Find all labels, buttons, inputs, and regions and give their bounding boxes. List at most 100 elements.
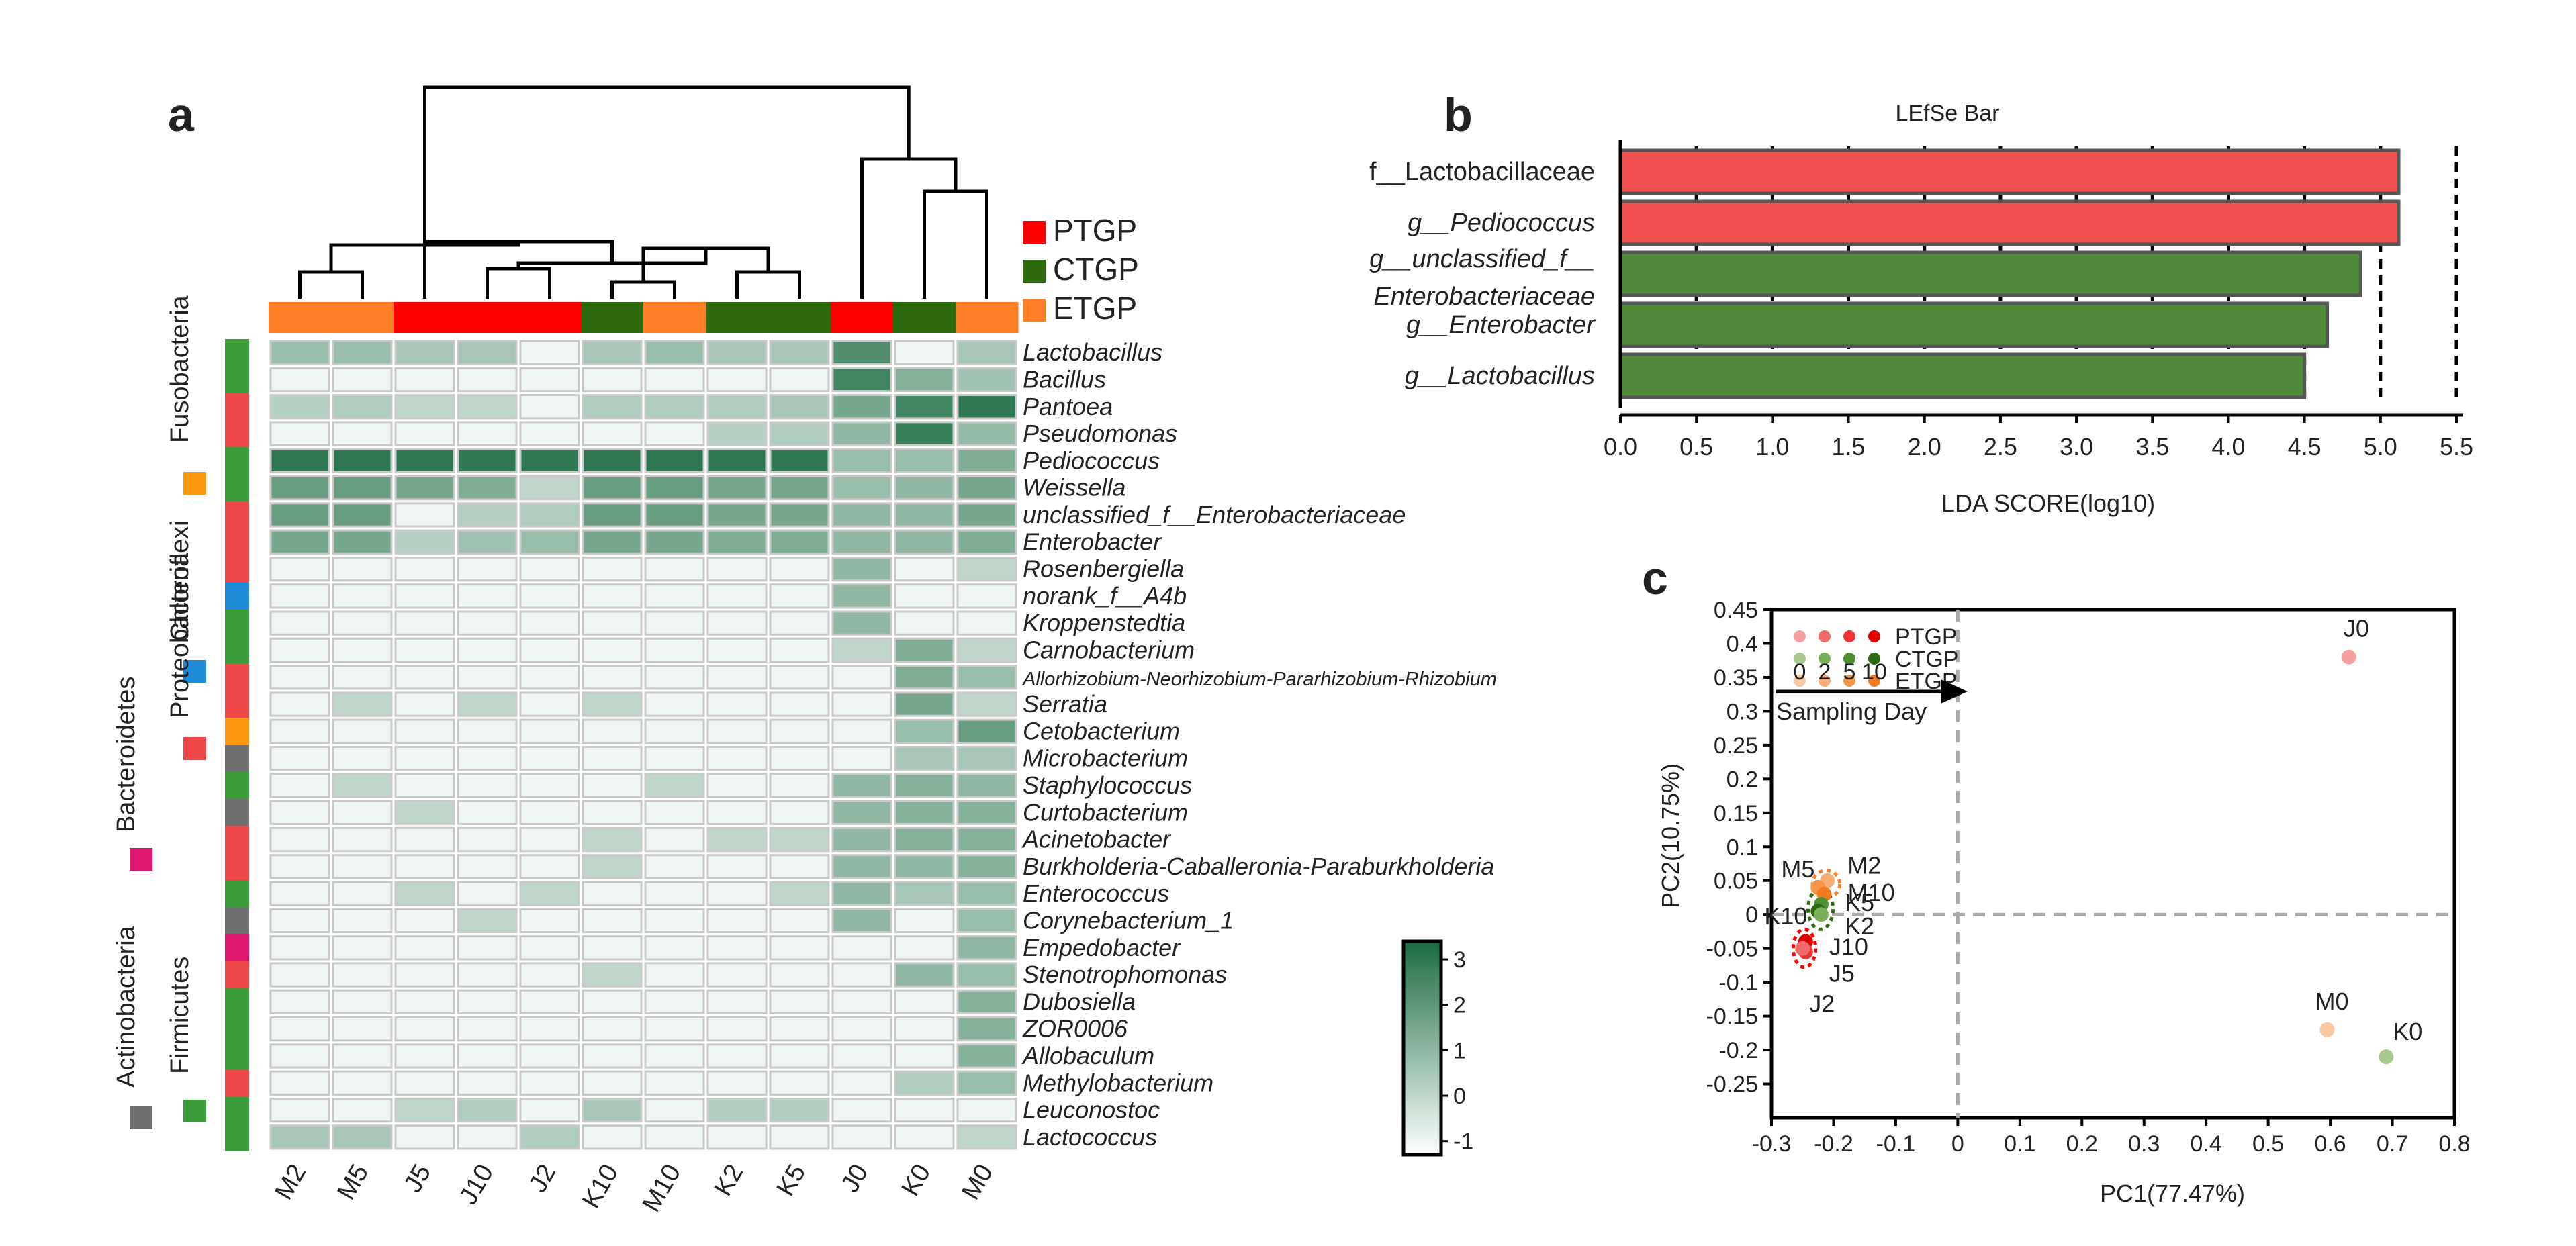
heatmap-cell-cetobacterium-k5 xyxy=(769,718,830,744)
pca-plot-frame xyxy=(1769,608,2456,1120)
heatmap-cell-pantoea-k10 xyxy=(582,394,643,420)
heatmap-cell-norank-f-a4b-k5 xyxy=(769,583,830,609)
heatmap-cell-carnobacterium-k5 xyxy=(769,637,830,663)
row-label-zor0006: ZOR0006 xyxy=(1022,1015,1128,1043)
pca-y-tick-label-14: -0.25 xyxy=(1706,1072,1759,1098)
group-cell-k5 xyxy=(768,302,831,333)
heatmap-cell-leuconostoc-j5 xyxy=(394,1097,455,1123)
lefse-x-tick-label-6: 3.0 xyxy=(2060,433,2093,461)
lefse-bar-g-lactobacillus xyxy=(1618,352,2307,399)
heatmap-cell-pantoea-j10 xyxy=(457,394,518,420)
row-label-methylobacterium: Methylobacterium xyxy=(1023,1069,1213,1096)
pca-x-tick-label-3: 0 xyxy=(1951,1131,1964,1157)
heatmap-cell-cetobacterium-j2 xyxy=(519,718,580,744)
heatmap-cell-pediococcus-m2 xyxy=(269,448,330,474)
heatmap-cell-allorhizobium-neorhizobium-pararhizobium-rhizobium-m2 xyxy=(269,665,330,690)
heatmap-cell-staphylococcus-k10 xyxy=(582,773,643,798)
phylum-cell-zor0006 xyxy=(225,1015,249,1043)
pca-legend-dot-etgp-3 xyxy=(1868,675,1880,687)
heatmap-cell-empedobacter-m0 xyxy=(956,935,1017,961)
heatmap-cell-rosenbergiella-m2 xyxy=(269,556,330,582)
phylum-cell-stenotrophomonas xyxy=(225,961,249,989)
panel-c-label: c xyxy=(1642,552,1668,604)
heatmap-cell-corynebacterium-1-k2 xyxy=(706,908,768,934)
pca-y-tick-label-2: 0.35 xyxy=(1714,665,1758,691)
pca-x-tick-label-10: 0.7 xyxy=(2377,1131,2408,1157)
pca-x-tick-label-5: 0.2 xyxy=(2066,1131,2098,1157)
heatmap-cell-methylobacterium-j10 xyxy=(457,1070,518,1096)
heatmap-cell-kroppenstedtia-m2 xyxy=(269,610,330,636)
phylum-legend-swatch-fusobacteria xyxy=(183,472,206,495)
heatmap-cell-enterococcus-j0 xyxy=(831,881,892,906)
heatmap-cell-burkholderia-caballeronia-paraburkholderia-m10 xyxy=(644,854,705,879)
heatmap-cell-enterobacter-k2 xyxy=(706,529,768,555)
heatmap-cell-leuconostoc-k2 xyxy=(706,1097,768,1123)
heatmap-cell-burkholderia-caballeronia-paraburkholderia-m0 xyxy=(956,854,1017,879)
pca-y-tick-label-9: 0 xyxy=(1745,902,1758,928)
pca-ellipse-ptgp xyxy=(1791,927,1818,969)
pca-x-tick-label-11: 0.8 xyxy=(2438,1131,2470,1157)
heatmap-cell-enterobacter-m10 xyxy=(644,529,705,555)
row-label-cetobacterium: Cetobacterium xyxy=(1023,717,1180,745)
heatmap-cell-cetobacterium-k10 xyxy=(582,718,643,744)
phylum-legend-label-fusobacteria: Fusobacteria xyxy=(166,295,194,443)
heatmap-cell-rosenbergiella-m5 xyxy=(332,556,393,582)
heatmap-cell-lactobacillus-k5 xyxy=(769,340,830,365)
heatmap-cell-microbacterium-m10 xyxy=(644,746,705,771)
heatmap-cell-stenotrophomonas-j2 xyxy=(519,962,580,988)
heatmap-cell-kroppenstedtia-m5 xyxy=(332,610,393,636)
pca-legend-arrow-head xyxy=(1941,679,1968,704)
heatmap-cell-pantoea-m10 xyxy=(644,394,705,420)
heatmap-cell-stenotrophomonas-j5 xyxy=(394,962,455,988)
heatmap-cell-pseudomonas-k5 xyxy=(769,421,830,446)
heatmap-cell-unclassified-f-enterobacteriaceae-m2 xyxy=(269,502,330,528)
row-label-kroppenstedtia: Kroppenstedtia xyxy=(1023,609,1185,636)
heatmap-cell-curtobacterium-j10 xyxy=(457,800,518,825)
pca-axes: -0.3 -0.2 -0.1 0 0.1 0.2 0.3 0.4 0.5 0.6 0.7 0.8 0.4… xyxy=(1706,597,2471,1157)
heatmap-cell-leuconostoc-j10 xyxy=(457,1097,518,1123)
heatmap-cell-lactobacillus-k10 xyxy=(582,340,643,365)
heatmap-cell-allobaculum-j2 xyxy=(519,1043,580,1069)
pca-legend-dot-ctgp-1 xyxy=(1819,653,1831,665)
heatmap-cell-allorhizobium-neorhizobium-pararhizobium-rhizobium-k5 xyxy=(769,665,830,690)
heatmap-cell-curtobacterium-k10 xyxy=(582,800,643,825)
row-label-enterobacter: Enterobacter xyxy=(1023,528,1162,555)
group-legend-swatch-ptgp xyxy=(1023,221,1046,244)
pca-legend-dot-ctgp-0 xyxy=(1794,653,1806,665)
heatmap-cell-unclassified-f-enterobacteriaceae-k2 xyxy=(706,502,768,528)
heatmap-cell-rosenbergiella-j5 xyxy=(394,556,455,582)
heatmap-cell-enterobacter-k10 xyxy=(582,529,643,555)
heatmap-cell-staphylococcus-k0 xyxy=(894,773,955,798)
dendro-link-k2-k5 xyxy=(735,270,801,299)
lefse-x-tick-label-10: 5.0 xyxy=(2364,433,2397,461)
heatmap-cell-weissella-m10 xyxy=(644,475,705,501)
row-label-leuconostoc: Leuconostoc xyxy=(1023,1096,1160,1124)
heatmap-cell-enterobacter-k0 xyxy=(894,529,955,555)
heatmap-cell-leuconostoc-k10 xyxy=(582,1097,643,1123)
column-label-k0: K0 xyxy=(896,1160,937,1201)
phylum-cell-enterococcus xyxy=(225,880,249,908)
row-label-pediococcus: Pediococcus xyxy=(1023,446,1160,474)
row-label-curtobacterium: Curtobacterium xyxy=(1023,798,1188,826)
heatmap-cell-bacillus-m5 xyxy=(332,367,393,393)
heatmap-cell-allorhizobium-neorhizobium-pararhizobium-rhizobium-m0 xyxy=(956,665,1017,690)
heatmap-cell-carnobacterium-j0 xyxy=(831,637,892,663)
pca-y-tick-label-1: 0.4 xyxy=(1727,631,1758,657)
heatmap-cell-zor0006-m2 xyxy=(269,1016,330,1042)
heatmap-cell-enterobacter-j0 xyxy=(831,529,892,555)
heatmap-cell-dubosiella-j5 xyxy=(394,989,455,1014)
heatmap-cell-corynebacterium-1-m10 xyxy=(644,908,705,934)
heatmap-cell-methylobacterium-m10 xyxy=(644,1070,705,1096)
lefse-bar-f-lactobacillaceae xyxy=(1618,148,2401,195)
pca-x-tick-label-2: -0.1 xyxy=(1876,1131,1916,1157)
heatmap-cell-stenotrophomonas-k10 xyxy=(582,962,643,988)
group-cell-j5 xyxy=(394,302,457,333)
lefse-bar-g-pediococcus xyxy=(1618,199,2401,246)
heatmap-cell-zor0006-k2 xyxy=(706,1016,768,1042)
heatmap-cell-norank-f-a4b-m10 xyxy=(644,583,705,609)
phylum-legend-label-chloroflexi: Chloroflexi xyxy=(166,520,194,641)
pca-point-label-m0: M0 xyxy=(2315,988,2348,1015)
row-label-pseudomonas: Pseudomonas xyxy=(1023,420,1177,447)
heatmap-cell-pediococcus-j2 xyxy=(519,448,580,474)
